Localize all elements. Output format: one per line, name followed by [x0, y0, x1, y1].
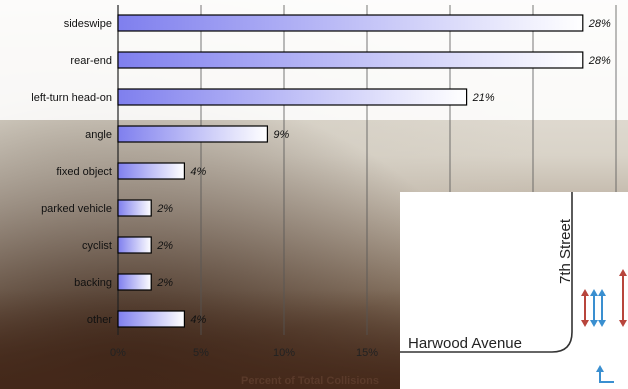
- x-tick-labels: 0% 5% 10% 15%: [110, 347, 378, 359]
- bar: [117, 199, 152, 217]
- value-label: 21%: [472, 92, 495, 104]
- category-label: angle: [85, 129, 112, 141]
- category-label: fixed object: [56, 166, 112, 178]
- street-label-vertical: 7th Street: [557, 218, 574, 284]
- background-shadow: [0, 290, 420, 389]
- bar: [117, 310, 186, 328]
- category-label: cyclist: [82, 240, 112, 252]
- lane-arrows-icon: [581, 269, 627, 383]
- category-label: sideswipe: [64, 18, 112, 30]
- category-label: other: [87, 314, 112, 326]
- street-label-horizontal: Harwood Avenue: [408, 335, 522, 352]
- x-axis-label: Percent of Total Collisions: [241, 375, 379, 387]
- category-label: parked vehicle: [41, 203, 112, 215]
- bar: [117, 14, 584, 32]
- value-label: 2%: [156, 203, 173, 215]
- value-label: 9%: [273, 129, 289, 141]
- map-drawing: 7th Street Harwood Avenue: [400, 192, 627, 383]
- value-label: 4%: [190, 166, 206, 178]
- x-tick-label: 5%: [193, 347, 209, 359]
- value-label: 28%: [588, 55, 611, 67]
- street-map-inset: 7th Street Harwood Avenue: [400, 192, 628, 389]
- value-label: 4%: [190, 314, 206, 326]
- bar: [117, 236, 152, 254]
- value-labels: 28% 28% 21% 9% 4% 2% 2% 2% 4%: [156, 18, 611, 326]
- bar: [117, 51, 584, 69]
- bar: [117, 162, 186, 180]
- category-label: backing: [74, 277, 112, 289]
- curb-line: [400, 192, 573, 353]
- bar: [117, 125, 268, 143]
- bar: [117, 273, 152, 291]
- category-label: rear-end: [70, 55, 112, 67]
- x-tick-label: 10%: [273, 347, 295, 359]
- x-tick-label: 0%: [110, 347, 126, 359]
- value-label: 2%: [156, 240, 173, 252]
- category-label: left-turn head-on: [31, 92, 112, 104]
- bar: [117, 88, 468, 106]
- x-tick-label: 15%: [356, 347, 378, 359]
- value-label: 2%: [156, 277, 173, 289]
- bars: [117, 14, 584, 328]
- value-label: 28%: [588, 18, 611, 30]
- category-labels: sideswipe rear-end left-turn head-on angle f…: [31, 18, 112, 326]
